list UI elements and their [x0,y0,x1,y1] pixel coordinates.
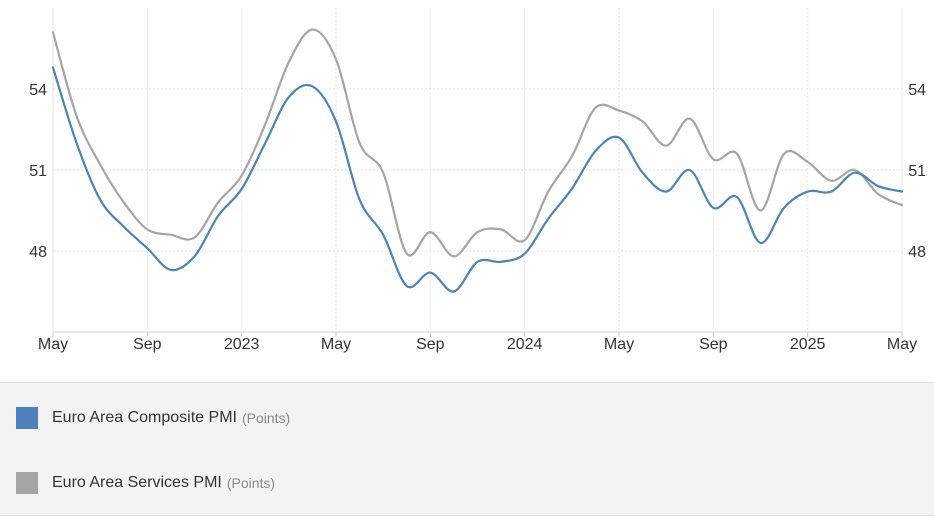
legend-label-services: Euro Area Services PMI [52,474,222,491]
x-tick-label: Sep [133,336,162,353]
axes [52,8,903,337]
line-chart: May Sep 2023 May Sep 2024 May Sep 2025 May 48 48 51 5… [29,8,926,353]
y-tick-label-left: 48 [29,244,47,261]
x-tick-label: Sep [699,336,728,353]
y-tick-label-left: 51 [29,163,47,180]
legend-unit-composite: (Points) [241,410,291,426]
legend: Euro Area Composite PMI (Points) Euro Ar… [0,382,934,516]
legend-item-composite[interactable]: Euro Area Composite PMI (Points) [16,407,290,429]
legend-label-composite: Euro Area Composite PMI [52,409,237,426]
x-tick-label: 2024 [507,336,543,353]
x-tick-label: May [321,336,351,353]
y-tick-label-right: 54 [908,82,926,99]
x-tick-label: Sep [416,336,445,353]
y-tick-label-right: 51 [908,163,926,180]
x-tick-label: May [887,336,917,353]
x-tick-label: 2023 [224,336,260,353]
x-tick-label: May [604,336,634,353]
y-tick-label-right: 48 [908,244,926,261]
legend-item-services[interactable]: Euro Area Services PMI (Points) [16,472,275,494]
series-line-services[interactable] [51,28,904,258]
y-tick-label-left: 54 [29,82,47,99]
x-tick-label: 2025 [790,336,826,353]
legend-swatch-services [16,472,38,494]
tick-labels: May Sep 2023 May Sep 2024 May Sep 2025 May 48 48 51 5… [29,82,926,353]
x-tick-label: May [38,336,68,353]
series-line-composite[interactable] [51,66,904,293]
legend-swatch-composite [16,407,38,429]
series-lines [51,28,904,293]
gridlines [52,8,903,332]
legend-unit-services: (Points) [226,475,276,491]
chart-area: May Sep 2023 May Sep 2024 May Sep 2025 May 48 48 51 5… [29,8,926,353]
